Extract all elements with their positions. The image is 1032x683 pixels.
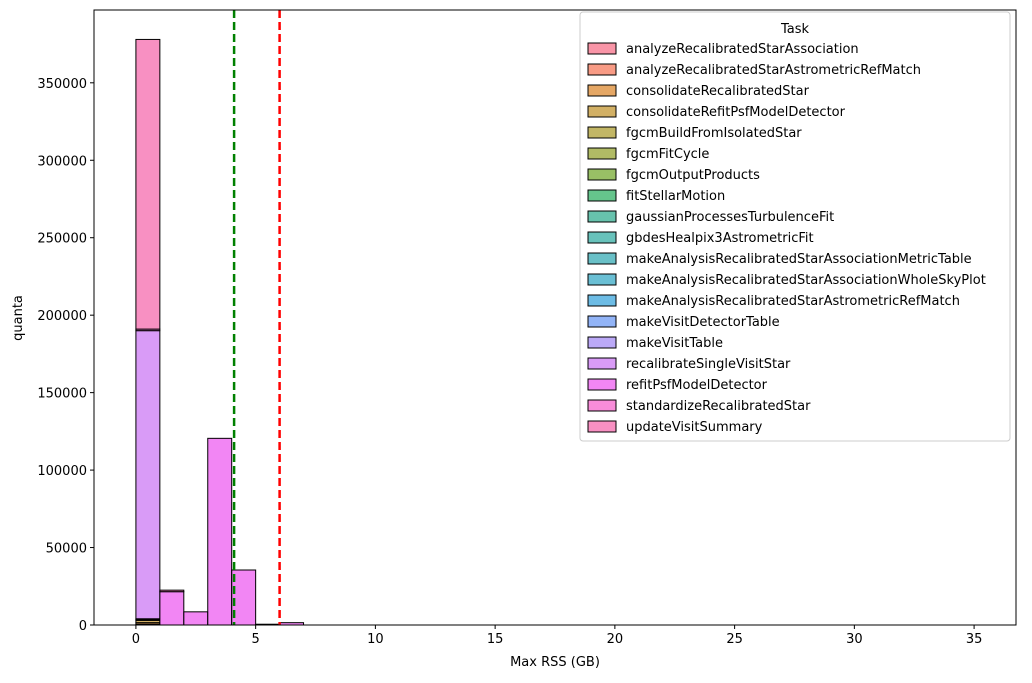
bar	[159, 591, 185, 626]
legend-swatch	[587, 231, 617, 244]
legend-swatch	[587, 84, 617, 97]
legend-swatch	[587, 189, 617, 202]
legend-swatch	[587, 273, 617, 286]
y-tick-label: 200000	[37, 309, 87, 324]
bar	[207, 437, 233, 626]
legend-label: gaussianProcessesTurbulenceFit	[626, 210, 834, 225]
legend-swatch	[587, 210, 617, 223]
legend-swatch	[587, 126, 617, 139]
legend-label: updateVisitSummary	[626, 420, 763, 435]
y-tick-label: 50000	[46, 542, 87, 557]
legend-label: makeVisitTable	[626, 336, 723, 351]
legend-label: consolidateRefitPsfModelDetector	[626, 105, 846, 120]
x-tick-label: 0	[132, 632, 140, 647]
x-tick-label: 20	[607, 632, 624, 647]
bar	[183, 611, 209, 626]
legend-label: makeAnalysisRecalibratedStarAstrometricR…	[626, 294, 960, 309]
legend-title: Task	[780, 22, 810, 37]
legend-swatch	[587, 336, 617, 349]
legend-label: fgcmFitCycle	[626, 147, 709, 162]
legend-swatch	[587, 252, 617, 265]
legend-label: makeAnalysisRecalibratedStarAssociationW…	[626, 273, 986, 288]
legend-swatch	[587, 294, 617, 307]
x-tick-label: 5	[252, 632, 260, 647]
legend-swatch	[587, 42, 617, 55]
legend-label: consolidateRecalibratedStar	[626, 84, 810, 99]
legend-label: makeAnalysisRecalibratedStarAssociationM…	[626, 252, 972, 267]
y-axis-label: quanta	[11, 295, 26, 341]
legend-label: fgcmOutputProducts	[626, 168, 760, 183]
legend-label: analyzeRecalibratedStarAssociation	[626, 42, 859, 57]
axes-frame	[93, 9, 1017, 626]
plot-area	[135, 38, 305, 626]
legend-swatch	[587, 420, 617, 433]
x-tick-label: 15	[487, 632, 504, 647]
x-tick-label: 30	[846, 632, 863, 647]
legend-swatch	[587, 378, 617, 391]
legend-swatch	[587, 105, 617, 118]
legend-swatch	[587, 63, 617, 76]
y-tick-label: 150000	[37, 387, 87, 402]
legend-swatch	[587, 147, 617, 160]
y-tick-label: 350000	[37, 77, 87, 92]
legend-label: fitStellarMotion	[626, 189, 725, 204]
x-tick-label: 25	[726, 632, 743, 647]
legend-label: makeVisitDetectorTable	[626, 315, 780, 330]
legend-swatch	[587, 315, 617, 328]
y-tick-label: 300000	[37, 154, 87, 169]
legend-swatch	[587, 399, 617, 412]
legend-label: standardizeRecalibratedStar	[626, 399, 811, 414]
legend-box	[579, 11, 1011, 442]
legend-swatch	[587, 168, 617, 181]
x-axis-label: Max RSS (GB)	[510, 655, 600, 670]
legend-label: recalibrateSingleVisitStar	[626, 357, 791, 372]
legend-label: analyzeRecalibratedStarAstrometricRefMat…	[626, 63, 921, 78]
legend-label: gbdesHealpix3AstrometricFit	[626, 231, 814, 246]
y-tick-label: 100000	[37, 464, 87, 479]
bar	[159, 589, 185, 593]
legend-label: refitPsfModelDetector	[626, 378, 768, 393]
legend-label: fgcmBuildFromIsolatedStar	[626, 126, 802, 141]
x-tick-label: 10	[367, 632, 384, 647]
bar	[135, 38, 161, 330]
legend-swatch	[587, 357, 617, 370]
x-tick-label: 35	[966, 632, 983, 647]
y-tick-label: 0	[79, 619, 87, 634]
y-tick-label: 250000	[37, 232, 87, 247]
bar	[135, 330, 161, 620]
